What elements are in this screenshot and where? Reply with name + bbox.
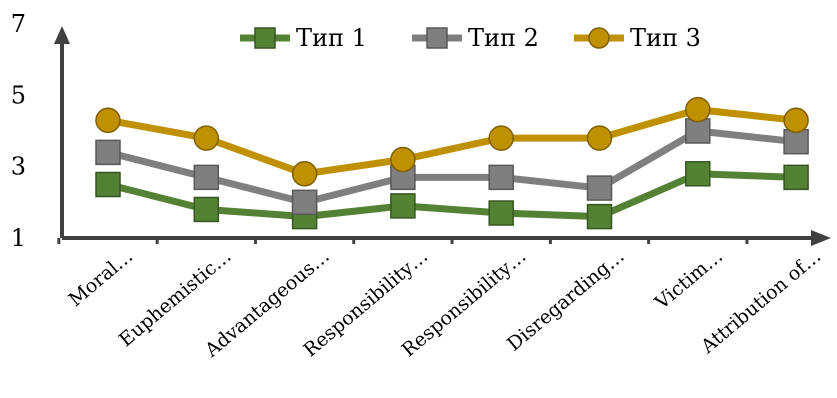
data-point	[95, 171, 121, 198]
data-point	[488, 164, 514, 191]
y-tick-label: 3	[11, 153, 26, 181]
data-point	[390, 193, 416, 219]
legend-marker	[254, 27, 276, 49]
legend-label: Тип 1	[296, 24, 367, 52]
data-point	[586, 175, 613, 201]
data-point	[586, 203, 613, 230]
data-point	[783, 107, 809, 134]
category-label: Victim…	[650, 245, 727, 314]
legend-label: Тип 2	[468, 24, 539, 52]
data-point	[291, 161, 318, 187]
y-tick-labels: 1 3 5 7	[11, 10, 26, 252]
category-label: Moral…	[65, 245, 138, 311]
legend-item: Тип 1	[240, 24, 367, 52]
data-point	[586, 125, 613, 151]
legend-item: Тип 3	[574, 24, 701, 52]
category-labels: Moral…Euphemistic…Advantageous…Responsib…	[65, 245, 826, 362]
data-point	[95, 107, 121, 134]
data-point	[95, 139, 121, 166]
data-point	[193, 196, 220, 223]
series-3	[95, 96, 809, 187]
data-point	[783, 164, 809, 191]
series-line	[107, 170, 797, 221]
y-tick-label: 7	[11, 10, 26, 38]
data-point	[685, 96, 711, 123]
data-point	[685, 161, 711, 187]
y-tick-label: 5	[11, 81, 26, 109]
legend: Тип 1 Тип 2 Тип 3	[240, 24, 701, 52]
data-point	[193, 164, 220, 191]
legend-marker	[588, 27, 610, 49]
x-axis-arrow	[811, 230, 831, 246]
series-line	[107, 106, 797, 178]
legend-label: Тип 3	[630, 24, 701, 52]
y-tick-label: 1	[11, 224, 26, 252]
data-point	[193, 125, 220, 151]
series-layer	[95, 96, 809, 230]
data-point	[390, 146, 416, 173]
legend-item: Тип 2	[412, 24, 539, 52]
data-point	[488, 200, 514, 226]
legend-marker	[426, 27, 448, 49]
x-ticks	[57, 238, 749, 244]
data-point	[291, 189, 318, 216]
data-point	[783, 128, 809, 155]
series-1	[95, 161, 809, 230]
axes	[54, 26, 831, 246]
data-point	[685, 118, 711, 144]
y-axis-arrow	[54, 26, 70, 44]
series-line	[107, 127, 797, 206]
data-point	[488, 125, 514, 151]
